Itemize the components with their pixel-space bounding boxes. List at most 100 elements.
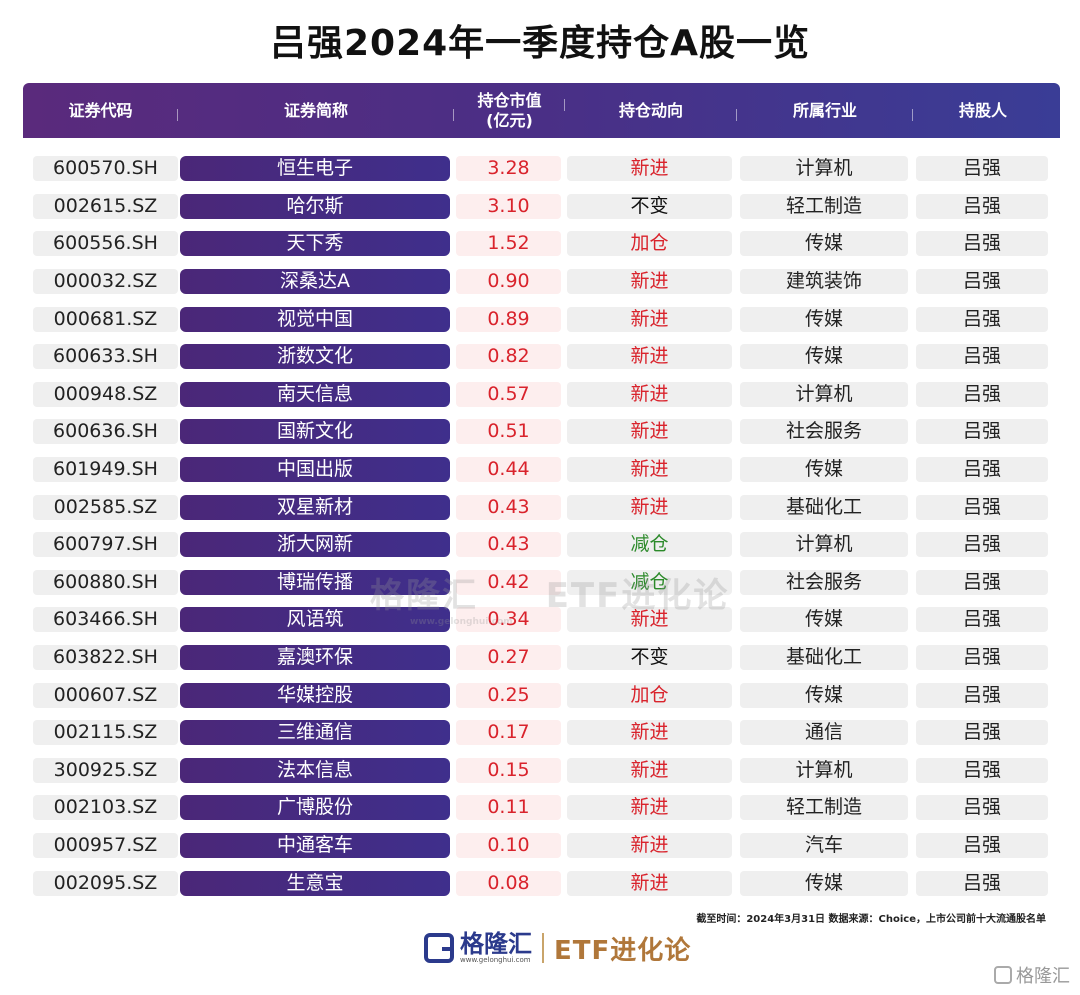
footer-divider <box>542 933 544 963</box>
name-cell: 深桑达A <box>180 269 450 295</box>
table-row: 600880.SH 博瑞传播 0.42 减仓 社会服务 吕强 <box>23 564 1060 602</box>
page-title: 吕强2024年一季度持仓A股一览 <box>269 23 811 64</box>
code-cell: 002115.SZ <box>33 720 178 746</box>
holder-cell: 吕强 <box>916 344 1048 370</box>
holder-cell: 吕强 <box>916 156 1048 182</box>
value-cell: 0.11 <box>456 795 561 821</box>
move-cell: 新进 <box>567 269 732 295</box>
value-cell: 0.90 <box>456 269 561 295</box>
table-row: 601949.SH 中国出版 0.44 新进 传媒 吕强 <box>23 451 1060 489</box>
industry-cell: 基础化工 <box>740 645 908 671</box>
industry-cell: 社会服务 <box>740 569 908 595</box>
move-cell: 新进 <box>567 494 732 520</box>
name-cell: 天下秀 <box>180 231 450 257</box>
corner-logo-icon <box>994 966 1012 984</box>
table-row: 000607.SZ 华媒控股 0.25 加仓 传媒 吕强 <box>23 676 1060 714</box>
industry-cell: 传媒 <box>740 457 908 483</box>
code-cell: 601949.SH <box>33 457 178 483</box>
code-cell: 002103.SZ <box>33 795 178 821</box>
table-row: 600570.SH 恒生电子 3.28 新进 计算机 吕强 <box>23 150 1060 188</box>
header-value-line1: 持仓市值 <box>477 90 542 110</box>
table-row: 002115.SZ 三维通信 0.17 新进 通信 吕强 <box>23 714 1060 752</box>
code-cell: 000032.SZ <box>33 269 178 295</box>
value-cell: 0.27 <box>456 645 561 671</box>
holder-cell: 吕强 <box>916 532 1048 558</box>
industry-cell: 汽车 <box>740 832 908 858</box>
move-cell: 新进 <box>567 419 732 445</box>
header-value-line2: (亿元) <box>486 110 533 130</box>
industry-cell: 传媒 <box>740 344 908 370</box>
holder-cell: 吕强 <box>916 795 1048 821</box>
holder-cell: 吕强 <box>916 457 1048 483</box>
move-cell: 新进 <box>567 156 732 182</box>
value-cell: 0.89 <box>456 306 561 332</box>
header-code: 证券代码 <box>23 101 178 121</box>
footer-brand: 格隆汇 <box>460 929 532 958</box>
value-cell: 0.25 <box>456 682 561 708</box>
table-row: 000032.SZ 深桑达A 0.90 新进 建筑装饰 吕强 <box>23 263 1060 301</box>
table-row: 002585.SZ 双星新材 0.43 新进 基础化工 吕强 <box>23 488 1060 526</box>
code-cell: 600880.SH <box>33 569 178 595</box>
value-cell: 0.82 <box>456 344 561 370</box>
holder-cell: 吕强 <box>916 419 1048 445</box>
name-cell: 南天信息 <box>180 381 450 407</box>
table-header: 证券代码 证券简称 持仓市值 (亿元) 持仓动向 所属行业 持股人 <box>23 83 1060 138</box>
holder-cell: 吕强 <box>916 306 1048 332</box>
holder-cell: 吕强 <box>916 193 1048 219</box>
holder-cell: 吕强 <box>916 269 1048 295</box>
industry-cell: 计算机 <box>740 381 908 407</box>
move-cell: 新进 <box>567 870 732 896</box>
value-cell: 3.10 <box>456 193 561 219</box>
name-cell: 视觉中国 <box>180 306 450 332</box>
industry-cell: 计算机 <box>740 757 908 783</box>
source-note: 截至时间：2024年3月31日 数据来源：Choice，上市公司前十大流通股名单 <box>696 914 1046 925</box>
footer-etf: ETF进化论 <box>554 935 692 966</box>
move-cell: 新进 <box>567 607 732 633</box>
table-row: 603822.SH 嘉澳环保 0.27 不变 基础化工 吕强 <box>23 639 1060 677</box>
industry-cell: 轻工制造 <box>740 795 908 821</box>
move-cell: 加仓 <box>567 231 732 257</box>
holder-cell: 吕强 <box>916 645 1048 671</box>
code-cell: 600633.SH <box>33 344 178 370</box>
industry-cell: 传媒 <box>740 306 908 332</box>
holder-cell: 吕强 <box>916 870 1048 896</box>
move-cell: 新进 <box>567 757 732 783</box>
value-cell: 0.57 <box>456 381 561 407</box>
holder-cell: 吕强 <box>916 494 1048 520</box>
corner-watermark: 格隆汇 <box>994 962 1070 988</box>
move-cell: 减仓 <box>567 569 732 595</box>
name-cell: 双星新材 <box>180 494 450 520</box>
code-cell: 603466.SH <box>33 607 178 633</box>
table-row: 000957.SZ 中通客车 0.10 新进 汽车 吕强 <box>23 827 1060 865</box>
industry-cell: 计算机 <box>740 156 908 182</box>
move-cell: 新进 <box>567 344 732 370</box>
code-cell: 002095.SZ <box>33 870 178 896</box>
holder-cell: 吕强 <box>916 720 1048 746</box>
name-cell: 嘉澳环保 <box>180 645 450 671</box>
holder-cell: 吕强 <box>916 757 1048 783</box>
holder-cell: 吕强 <box>916 682 1048 708</box>
code-cell: 300925.SZ <box>33 757 178 783</box>
code-cell: 000948.SZ <box>33 381 178 407</box>
header-value: 持仓市值 (亿元) <box>454 91 565 131</box>
code-cell: 000957.SZ <box>33 832 178 858</box>
name-cell: 哈尔斯 <box>180 193 450 219</box>
holder-cell: 吕强 <box>916 607 1048 633</box>
code-cell: 002615.SZ <box>33 193 178 219</box>
name-cell: 华媒控股 <box>180 682 450 708</box>
industry-cell: 传媒 <box>740 870 908 896</box>
header-holder: 持股人 <box>958 100 1007 120</box>
code-cell: 002585.SZ <box>33 494 178 520</box>
code-cell: 000681.SZ <box>33 306 178 332</box>
table-row: 002103.SZ 广博股份 0.11 新进 轻工制造 吕强 <box>23 789 1060 827</box>
value-cell: 3.28 <box>456 156 561 182</box>
value-cell: 0.51 <box>456 419 561 445</box>
value-cell: 0.17 <box>456 720 561 746</box>
table-row: 000681.SZ 视觉中国 0.89 新进 传媒 吕强 <box>23 300 1060 338</box>
industry-cell: 建筑装饰 <box>740 269 908 295</box>
name-cell: 中通客车 <box>180 832 450 858</box>
table-row: 000948.SZ 南天信息 0.57 新进 计算机 吕强 <box>23 376 1060 414</box>
industry-cell: 基础化工 <box>740 494 908 520</box>
table-body: 600570.SH 恒生电子 3.28 新进 计算机 吕强 002615.SZ 哈尔斯 3.10… <box>23 150 1060 902</box>
name-cell: 中国出版 <box>180 457 450 483</box>
